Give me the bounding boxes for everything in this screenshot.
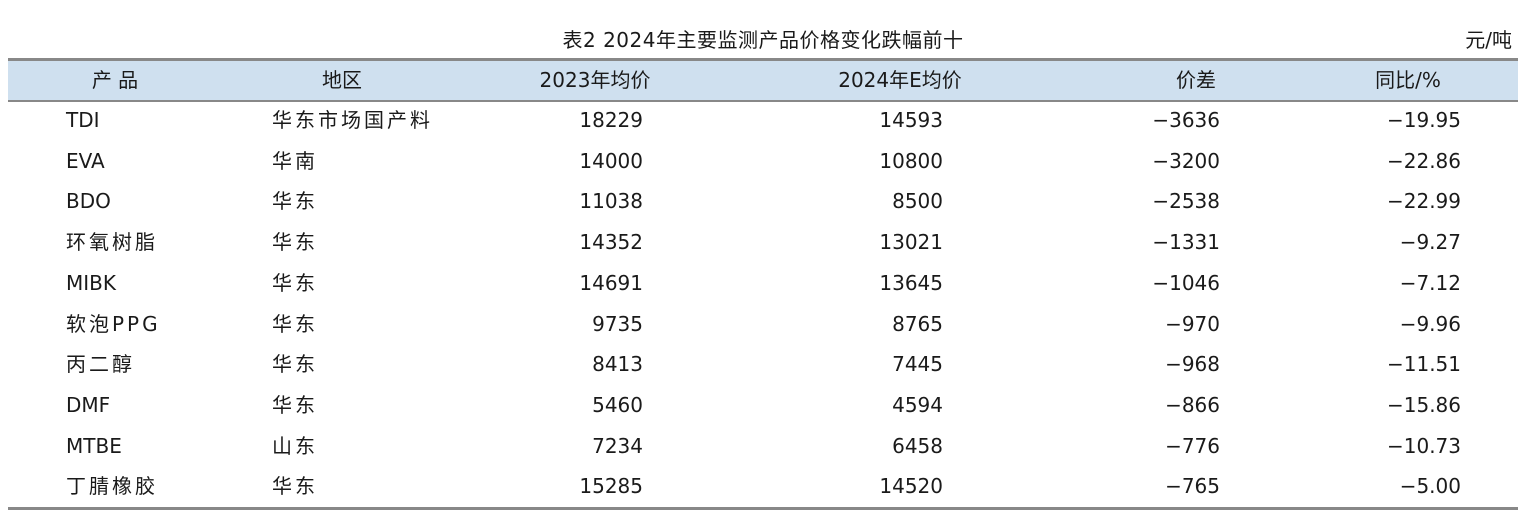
- cell-product: DMF: [66, 392, 111, 417]
- cell-avg-2023: 14691: [579, 270, 643, 295]
- header-avg-2023: 2023年均价: [539, 68, 651, 92]
- cell-avg-2023: 11038: [579, 189, 643, 214]
- cell-avg-2024e: 6458: [892, 433, 943, 458]
- cell-yoy: −22.86: [1386, 148, 1461, 173]
- cell-avg-2023: 9735: [592, 311, 643, 336]
- cell-difference: −3636: [1152, 108, 1220, 132]
- cell-avg-2024e: 14593: [879, 108, 943, 132]
- cell-yoy: −7.12: [1399, 270, 1461, 295]
- cell-yoy: −9.96: [1399, 311, 1461, 336]
- cell-region: 华东: [272, 270, 318, 295]
- cell-avg-2024e: 7445: [892, 352, 943, 377]
- cell-avg-2023: 7234: [592, 433, 643, 458]
- table-caption: 表2 2024年主要监测产品价格变化跌幅前十: [562, 28, 964, 52]
- cell-region: 华南: [272, 148, 318, 173]
- cell-difference: −776: [1165, 433, 1220, 458]
- cell-product: TDI: [66, 108, 100, 132]
- cell-yoy: −5.00: [1399, 474, 1461, 499]
- cell-yoy: −11.51: [1386, 352, 1461, 377]
- cell-product: BDO: [66, 189, 111, 214]
- cell-region: 华东: [272, 230, 318, 255]
- cell-avg-2023: 15285: [579, 474, 643, 499]
- cell-product: 软泡PPG: [66, 311, 161, 336]
- cell-avg-2023: 14352: [579, 230, 643, 255]
- cell-avg-2023: 18229: [579, 108, 643, 132]
- cell-avg-2024e: 13645: [879, 270, 943, 295]
- cell-avg-2023: 14000: [579, 148, 643, 173]
- header-rule: [8, 100, 1518, 102]
- cell-yoy: −10.73: [1386, 433, 1461, 458]
- cell-difference: −866: [1165, 392, 1220, 417]
- cell-difference: −970: [1165, 311, 1220, 336]
- cell-region: 华东: [272, 474, 318, 499]
- cell-region: 华东市场国产料: [272, 108, 433, 132]
- top-rule: [8, 58, 1518, 61]
- cell-avg-2024e: 14520: [879, 474, 943, 499]
- cell-region: 华东: [272, 392, 318, 417]
- cell-avg-2023: 5460: [592, 392, 643, 417]
- cell-difference: −3200: [1152, 148, 1220, 173]
- cell-product: 环氧树脂: [66, 230, 158, 255]
- cell-avg-2024e: 13021: [879, 230, 943, 255]
- cell-avg-2023: 8413: [592, 352, 643, 377]
- cell-difference: −2538: [1152, 189, 1220, 214]
- cell-region: 华东: [272, 352, 318, 377]
- cell-product: EVA: [66, 148, 105, 173]
- header-region: 地区: [322, 68, 362, 92]
- cell-yoy: −22.99: [1386, 189, 1461, 214]
- cell-yoy: −9.27: [1399, 230, 1461, 255]
- cell-region: 华东: [272, 189, 318, 214]
- cell-difference: −765: [1165, 474, 1220, 499]
- header-avg-2024e: 2024年E均价: [838, 68, 962, 92]
- cell-product: 丙二醇: [66, 352, 135, 377]
- cell-avg-2024e: 4594: [892, 392, 943, 417]
- bottom-rule: [8, 507, 1518, 510]
- cell-region: 华东: [272, 311, 318, 336]
- cell-product: 丁腈橡胶: [66, 474, 158, 499]
- header-yoy: 同比/%: [1375, 68, 1441, 92]
- cell-difference: −968: [1165, 352, 1220, 377]
- cell-product: MIBK: [66, 270, 116, 295]
- cell-avg-2024e: 10800: [879, 148, 943, 173]
- cell-yoy: −15.86: [1386, 392, 1461, 417]
- cell-avg-2024e: 8765: [892, 311, 943, 336]
- cell-yoy: −19.95: [1386, 108, 1461, 132]
- cell-product: MTBE: [66, 433, 122, 458]
- cell-region: 山东: [272, 433, 318, 458]
- cell-avg-2024e: 8500: [892, 189, 943, 214]
- header-product: 产 品: [91, 68, 139, 92]
- cell-difference: −1331: [1152, 230, 1220, 255]
- cell-difference: −1046: [1152, 270, 1220, 295]
- header-difference: 价差: [1176, 68, 1216, 92]
- unit-label: 元/吨: [1465, 28, 1512, 52]
- header-row: [8, 61, 1518, 100]
